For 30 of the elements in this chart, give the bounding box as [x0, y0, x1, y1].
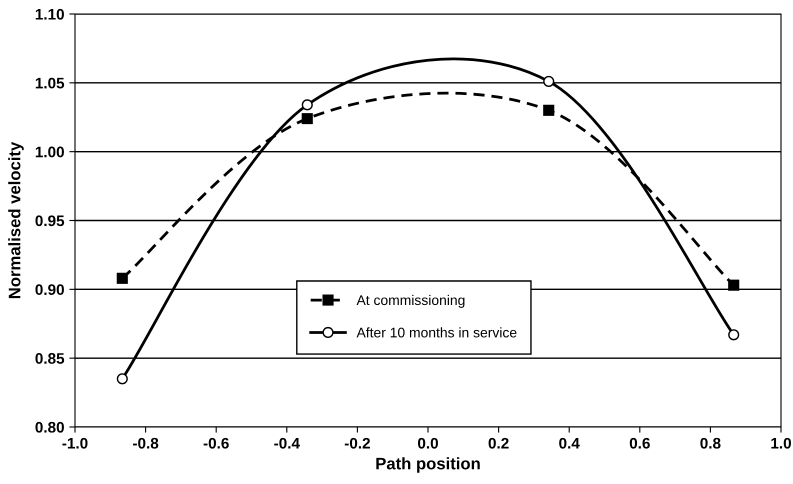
point	[116, 373, 128, 384]
y-axis-title: Normalised velocity	[8, 142, 24, 298]
y-tick-label: 0.85	[35, 353, 64, 364]
legend-label: At commissioning	[356, 294, 464, 308]
point	[543, 76, 554, 88]
x-tick-label: 0.8	[700, 438, 721, 449]
x-tick-label: -0.8	[133, 438, 158, 449]
x-tick-label: -0.4	[274, 438, 300, 449]
y-tick-label: 0.90	[35, 284, 64, 296]
x-tick-label: -0.6	[204, 438, 229, 449]
x-tick-label: 0.2	[488, 438, 509, 449]
point	[543, 104, 554, 116]
point	[302, 99, 313, 110]
legend-label: After 10 months in service	[356, 327, 516, 338]
point	[302, 113, 313, 124]
point	[728, 329, 740, 340]
y-tick-label: 1.10	[36, 8, 64, 20]
x-tick-label: -0.2	[344, 438, 370, 449]
y-tick-label: 1.00	[36, 146, 64, 158]
x-axis-title: Path position	[376, 457, 480, 473]
x-tick-label: 0.4	[559, 438, 580, 449]
point	[728, 280, 740, 291]
point	[116, 272, 128, 284]
x-tick-label: 0.6	[630, 438, 650, 449]
x-tick-label: 1.0	[771, 438, 791, 449]
y-tick-label: 0.80	[35, 422, 64, 433]
y-tick-label: 1.05	[36, 78, 64, 89]
x-tick-label: 0.0	[418, 438, 438, 449]
x-tick-label: -1.0	[62, 438, 88, 449]
y-tick-label: 0.95	[35, 215, 64, 226]
